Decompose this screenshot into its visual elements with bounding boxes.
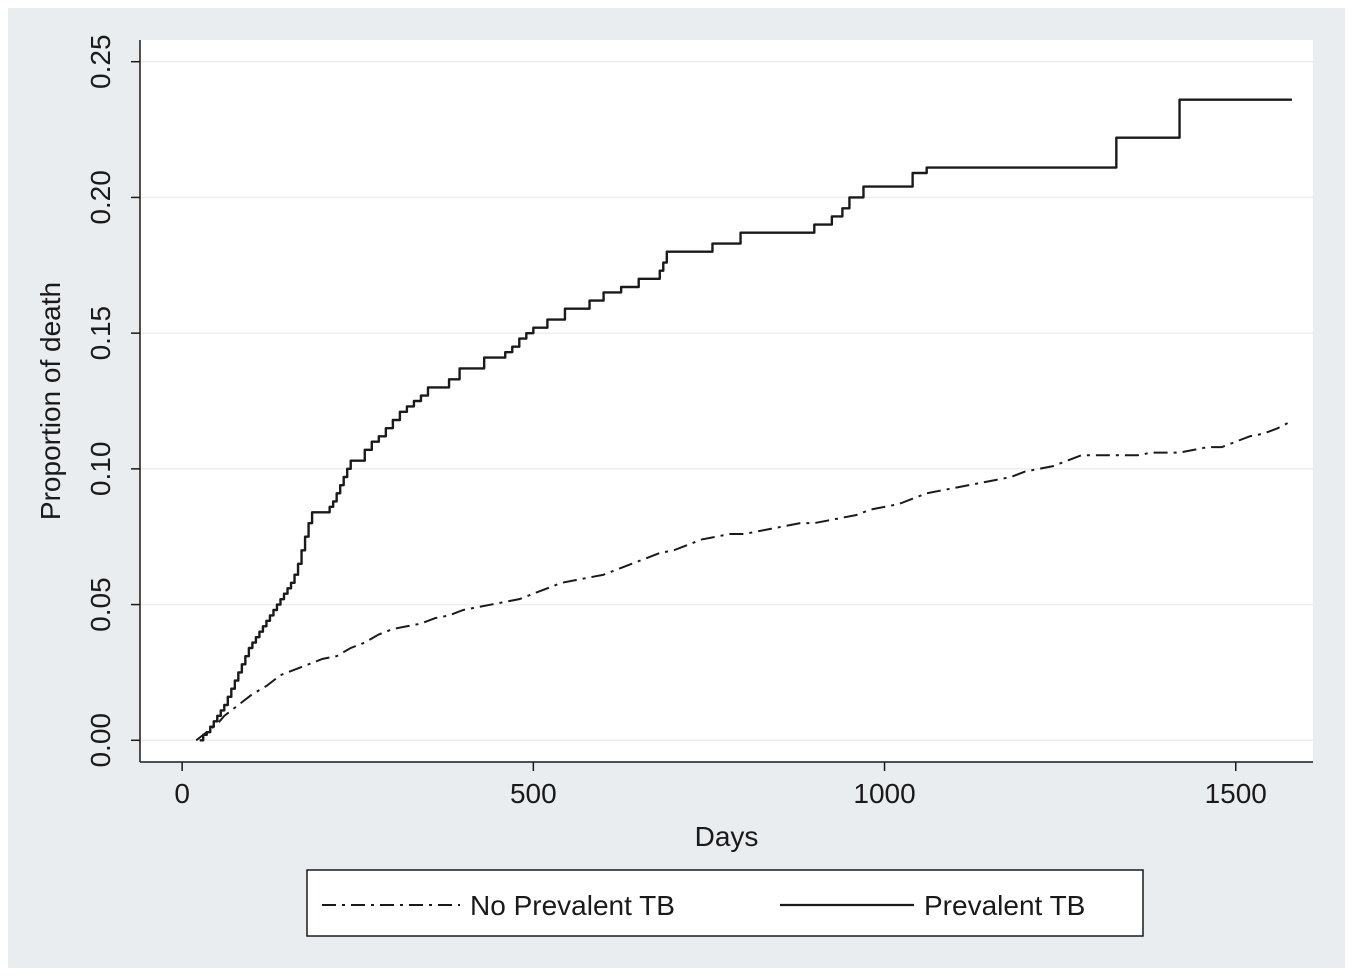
y-tick-label: 0.00 [85,713,116,768]
series-line-prevalent-tb [199,98,1292,742]
legend-label-no-prevalent-tb: No Prevalent TB [470,890,675,921]
x-tick-label: 0 [174,778,190,809]
chart-frame: 0.00 0.05 0.10 0.15 0.20 0.25 0 500 1000 1500 Day… [8,8,1345,968]
tick-marks: 0.00 0.05 0.10 0.15 0.20 0.25 0 500 1000 1500 [85,34,1267,809]
legend-label-prevalent-tb: Prevalent TB [924,890,1085,921]
y-tick-label: 0.05 [85,577,116,632]
x-tick-label: 1500 [1205,778,1267,809]
y-axis-title: Proportion of death [35,282,66,520]
x-tick-label: 1000 [853,778,915,809]
y-tick-label: 0.15 [85,306,116,361]
legend-box [306,869,1144,937]
x-tick-label: 500 [510,778,557,809]
y-tick-label: 0.20 [85,170,116,225]
y-tick-label: 0.25 [85,34,116,89]
legend: No Prevalent TB Prevalent TB [306,869,1144,937]
chart-svg: 0.00 0.05 0.10 0.15 0.20 0.25 0 500 1000 1500 Day… [35,34,1313,937]
plot-area [140,40,1313,762]
axes [139,40,1313,763]
series-line-no-prevalent-tb [195,421,1289,742]
x-axis-title: Days [695,821,759,852]
series-lines [195,98,1292,742]
grid-lines [140,60,1313,742]
y-tick-label: 0.10 [85,442,116,497]
